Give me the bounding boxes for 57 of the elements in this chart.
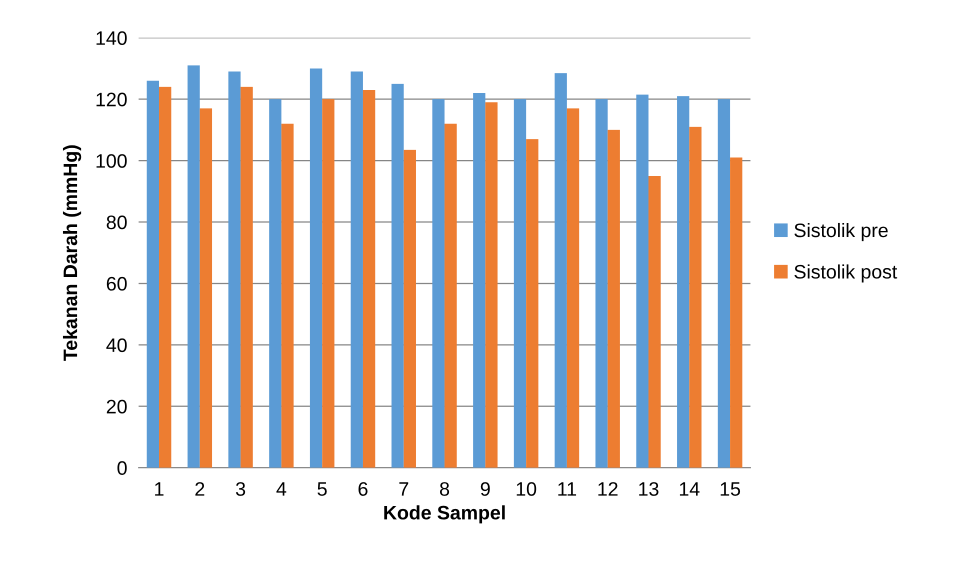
bar bbox=[485, 102, 498, 468]
legend-label: Sistolik pre bbox=[794, 222, 888, 242]
x-tick-label: 11 bbox=[558, 482, 576, 496]
bar bbox=[159, 86, 172, 468]
bar bbox=[362, 90, 376, 468]
x-tick-label: 1 bbox=[155, 482, 164, 496]
y-tick-label: 80 bbox=[106, 215, 127, 230]
bar bbox=[310, 68, 322, 468]
x-tick-label: 4 bbox=[276, 482, 286, 496]
x-axis-title: Kode Sampel bbox=[384, 505, 505, 524]
bar bbox=[269, 99, 282, 468]
y-tick-label: 120 bbox=[96, 92, 127, 106]
bar bbox=[677, 96, 690, 468]
y-tick-label: 20 bbox=[106, 400, 127, 414]
y-axis-title: Tekanan Darah (mmHg) bbox=[62, 145, 82, 361]
bar bbox=[526, 139, 538, 468]
x-tick-label: 6 bbox=[358, 482, 368, 496]
bar bbox=[608, 130, 620, 468]
legend-label: Sistolik post bbox=[794, 264, 898, 283]
bar bbox=[444, 124, 457, 468]
x-tick-label: 5 bbox=[318, 482, 327, 496]
x-tick-label: 12 bbox=[598, 482, 618, 496]
y-tick-label: 40 bbox=[106, 338, 127, 352]
bar bbox=[730, 158, 742, 468]
y-tick-label: 0 bbox=[117, 461, 127, 475]
bar bbox=[432, 99, 445, 468]
bar bbox=[648, 176, 661, 468]
bar bbox=[718, 99, 730, 468]
bar bbox=[514, 99, 526, 468]
x-tick-label: 13 bbox=[639, 482, 658, 496]
bar bbox=[404, 150, 416, 468]
bar bbox=[554, 73, 567, 468]
y-tick-label: 100 bbox=[96, 154, 127, 168]
bar bbox=[392, 84, 404, 468]
x-tick-label: 2 bbox=[195, 482, 204, 496]
y-tick-label: 60 bbox=[106, 276, 127, 291]
bar bbox=[228, 72, 241, 468]
bar bbox=[689, 126, 702, 468]
bar bbox=[473, 93, 486, 468]
x-tick-label: 9 bbox=[480, 482, 490, 496]
bar bbox=[595, 99, 608, 468]
bar bbox=[322, 99, 334, 468]
bar bbox=[636, 94, 648, 468]
bar bbox=[350, 72, 363, 468]
x-tick-label: 15 bbox=[720, 482, 740, 496]
x-tick-label: 3 bbox=[236, 482, 246, 496]
bar bbox=[146, 80, 160, 468]
x-tick-label: 7 bbox=[399, 482, 408, 496]
bar bbox=[240, 86, 253, 468]
x-tick-label: 14 bbox=[680, 482, 700, 496]
bar bbox=[188, 65, 200, 468]
x-tick-label: 8 bbox=[440, 482, 450, 496]
y-tick-label: 140 bbox=[96, 31, 127, 45]
bar bbox=[566, 108, 580, 468]
bar bbox=[281, 124, 294, 468]
x-tick-label: 10 bbox=[516, 482, 536, 496]
bar bbox=[200, 108, 212, 468]
